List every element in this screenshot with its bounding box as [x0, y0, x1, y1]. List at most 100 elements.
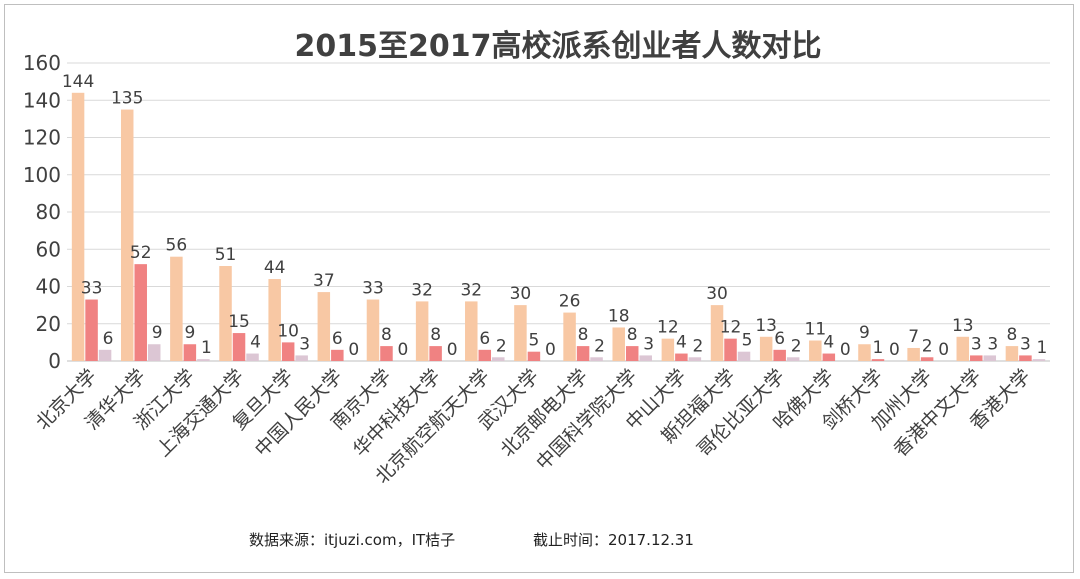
x-axis-ticks: 北京大学清华大学浙江大学上海交通大学复旦大学中国人民大学南京大学华中科技大学北京…	[32, 365, 1035, 488]
bar-s2-16	[871, 359, 885, 361]
data-label-s3-2: 1	[201, 338, 212, 358]
bar-s2-13	[724, 338, 737, 361]
data-label-s3-17: 0	[938, 340, 949, 360]
bar-s2-10	[576, 346, 590, 361]
data-label-s2-8: 6	[479, 329, 490, 349]
data-label-s3-19: 1	[1037, 338, 1048, 358]
data-label-s3-18: 3	[987, 334, 998, 354]
footer-source: 数据来源：itjuzi.com，IT桔子	[249, 531, 455, 549]
data-label-s2-19: 3	[1020, 334, 1031, 354]
data-label-s1-14: 13	[755, 316, 777, 336]
data-label-s3-14: 2	[791, 336, 802, 356]
bar-s2-1	[134, 264, 147, 361]
data-label-s3-12: 2	[692, 336, 703, 356]
bar-s1-18	[956, 336, 970, 361]
data-label-s3-10: 2	[594, 336, 605, 356]
data-label-s2-4: 10	[277, 321, 299, 341]
bar-s1-12	[661, 338, 675, 361]
bar-s3-8	[492, 357, 505, 361]
data-label-s1-12: 12	[657, 318, 679, 338]
data-label-s3-16: 0	[889, 340, 900, 360]
data-label-s1-9: 30	[510, 284, 532, 304]
data-label-s2-10: 8	[578, 325, 589, 345]
bar-s2-3	[232, 333, 246, 361]
y-tick-label: 20	[36, 312, 61, 336]
bar-s1-14	[759, 336, 773, 361]
bar-s3-19	[1032, 359, 1046, 361]
data-label-s1-17: 7	[908, 327, 919, 347]
bar-s1-3	[219, 266, 232, 361]
data-label-s3-1: 9	[152, 323, 163, 343]
bar-s1-5	[317, 292, 331, 361]
data-label-s2-12: 4	[676, 333, 687, 353]
bar-s3-4	[295, 355, 308, 361]
bar-s2-14	[773, 349, 786, 361]
bar-s1-10	[563, 312, 576, 361]
bar-s2-15	[822, 353, 836, 361]
bar-s3-14	[786, 357, 800, 361]
bar-s3-11	[639, 355, 652, 361]
bar-s1-19	[1005, 346, 1019, 361]
y-tick-label: 40	[36, 275, 61, 299]
bar-s1-9	[514, 305, 527, 361]
bar-s1-1	[120, 109, 134, 361]
data-label-s2-1: 52	[130, 243, 152, 263]
footer-cutoff: 截止时间：2017.12.31	[533, 531, 694, 549]
data-label-s2-11: 8	[627, 325, 638, 345]
bar-s1-4	[268, 279, 281, 361]
bar-s3-1	[147, 344, 161, 361]
bar-s1-13	[710, 305, 724, 361]
bar-s2-0	[85, 299, 98, 361]
data-label-s1-4: 44	[264, 258, 286, 278]
bar-s1-7	[415, 301, 429, 361]
bar-s2-18	[970, 355, 983, 361]
data-label-s1-16: 9	[859, 323, 870, 343]
gridlines	[67, 62, 1050, 362]
data-label-s1-8: 32	[460, 280, 482, 300]
bar-s3-0	[98, 349, 112, 361]
data-label-s1-15: 11	[805, 320, 827, 340]
data-label-s2-2: 9	[184, 323, 195, 343]
y-tick-label: 80	[36, 200, 61, 224]
data-label-s2-9: 5	[529, 331, 540, 351]
data-label-s1-11: 18	[608, 306, 630, 326]
bar-s1-11	[612, 327, 625, 361]
data-label-s2-0: 33	[81, 279, 103, 299]
data-label-s1-10: 26	[559, 292, 581, 312]
data-label-s3-8: 2	[496, 336, 507, 356]
data-label-s2-13: 12	[720, 318, 742, 338]
y-tick-label: 0	[48, 349, 61, 373]
data-label-s2-16: 1	[873, 338, 884, 358]
bar-s1-2	[170, 256, 183, 361]
bar-s2-9	[527, 351, 541, 361]
data-label-s3-7: 0	[447, 340, 458, 360]
data-label-s1-18: 13	[952, 316, 974, 336]
data-labels: 1443361355295691511544410337603380328032…	[62, 72, 1047, 360]
bar-s2-2	[183, 344, 197, 361]
bar-s2-4	[281, 342, 295, 361]
data-label-s2-5: 6	[332, 329, 343, 349]
bar-s2-5	[331, 349, 344, 361]
data-label-s2-14: 6	[774, 329, 785, 349]
data-label-s1-7: 32	[411, 280, 433, 300]
data-label-s1-19: 8	[1007, 325, 1018, 345]
bar-s1-17	[907, 347, 920, 361]
data-label-s3-6: 0	[398, 340, 409, 360]
chart-title: 2015至2017高校派系创业者人数对比	[295, 29, 822, 64]
data-label-s3-3: 4	[250, 333, 261, 353]
bar-s3-12	[688, 357, 702, 361]
bars	[71, 92, 1046, 362]
chart-frame: 2015至2017高校派系创业者人数对比 0 20 40 60 80 100 120 140 1…	[4, 4, 1074, 573]
bar-s2-19	[1019, 355, 1032, 361]
data-label-s3-9: 0	[545, 340, 556, 360]
y-tick-label: 60	[36, 237, 61, 261]
data-label-s3-13: 5	[742, 331, 753, 351]
data-label-s2-3: 15	[228, 312, 250, 332]
data-label-s1-5: 37	[313, 271, 335, 291]
bar-s2-17	[920, 357, 934, 361]
data-label-s1-3: 51	[215, 245, 237, 265]
bar-s1-0	[71, 92, 85, 362]
bar-s3-18	[983, 355, 997, 361]
y-axis-ticks: 0 20 40 60 80 100 120 140 160	[23, 51, 61, 373]
data-label-s2-6: 8	[381, 325, 392, 345]
